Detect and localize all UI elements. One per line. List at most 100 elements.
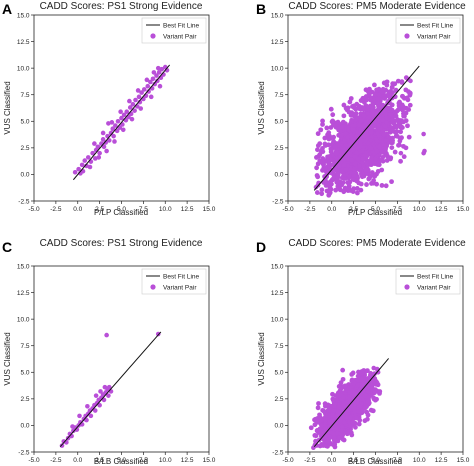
panel-d-cloud-point [327, 434, 333, 440]
panel-b-cloud-point [368, 146, 374, 152]
panel-c-xlabel: B/LB Classified [94, 457, 148, 466]
panel-b-cloud-point [329, 147, 334, 153]
panel-b-xtick-label: 7.5 [393, 206, 402, 213]
panel-b-cloud-point [401, 119, 406, 125]
panel-b-cloud-point [397, 123, 403, 129]
panel-a-data-point [154, 73, 159, 78]
panel-b-cloud-point [328, 106, 334, 112]
panel-b-best-fit-line [313, 65, 420, 191]
panel-label-d: D [256, 239, 266, 255]
panel-b-cloud-point [383, 111, 388, 116]
panel-c-xtick-label: 10.0 [159, 457, 172, 464]
panel-b-cloud-point [374, 138, 380, 144]
panel-a-ytick-label: 7.5 [20, 92, 29, 99]
panel-a-data-point [101, 144, 107, 150]
panel-b-cloud-point [374, 87, 379, 93]
panel-d-cloud-point [367, 372, 373, 378]
panel-b-cloud-point [375, 168, 381, 174]
panel-a-data-point [100, 137, 106, 142]
panel-b-cloud-point [396, 142, 401, 148]
panel-a-xtick-label: 5.0 [117, 206, 126, 213]
panel-b-cloud-point [364, 182, 369, 187]
panel-b-ytick-label: 10.0 [271, 65, 284, 72]
panel-a-data-point [106, 138, 112, 143]
panel-b-cloud-point [379, 89, 385, 95]
panel-b-cloud-point [389, 84, 395, 90]
legend-label-variant-pair: Variant Pair [163, 34, 197, 41]
panel-b-cloud-point [384, 158, 390, 163]
panel-d-cloud-point [359, 370, 365, 376]
panel-b-cloud-point [326, 160, 331, 166]
panel-a-data-point [148, 94, 154, 100]
panel-d-data-point [377, 389, 383, 394]
panel-b-cloud-point [398, 103, 404, 109]
panel-b-cloud-point [346, 127, 351, 132]
panel-b-cloud-point [327, 184, 333, 190]
panel-b-cloud-point [384, 82, 390, 88]
panel-b-cloud-point [388, 112, 394, 118]
panel-d-cloud-point [339, 428, 344, 433]
panel-b-cloud-point [375, 96, 381, 101]
panel-b-cloud-point [362, 138, 368, 144]
legend-box [141, 268, 207, 295]
panel-d-cloud-point [325, 438, 331, 444]
panel-c-legend: Best Fit Line Variant Pair [141, 268, 207, 295]
panel-b-cloud-point [361, 106, 367, 112]
panel-a-data-point [79, 162, 85, 168]
panel-b-cloud-point [315, 174, 321, 180]
legend-point-swatch [404, 284, 410, 290]
panel-b-ytick-label: 12.5 [271, 39, 284, 46]
panel-a-best-fit-line [72, 64, 171, 181]
panel-b-cloud-point [363, 127, 369, 133]
panel-a-ytick-label: 15.0 [17, 12, 30, 19]
panel-b-cloud-point [330, 112, 336, 118]
panel-b-cloud-point [342, 138, 347, 143]
panel-b-cloud-point [367, 175, 373, 180]
panel-b-cloud-point [348, 157, 354, 163]
panel-b-cloud-point [363, 167, 369, 173]
panel-a-data-point [87, 164, 93, 170]
panel-d-cloud-point [331, 435, 337, 440]
panel-b-cloud-point [339, 124, 345, 130]
panel-d-xtick-label: 10.0 [413, 457, 426, 464]
panel-d-cloud-point [321, 408, 327, 414]
panel-b-cloud-point [354, 174, 360, 180]
panel-b-cloud-point [397, 99, 402, 105]
panel-a-data-point [103, 140, 109, 145]
panel-d-xtick-label: 7.5 [393, 457, 402, 464]
panel-b-cloud-point [370, 117, 375, 123]
panel-a-data-point [121, 112, 127, 118]
panel-d-cloud-point [349, 378, 355, 384]
panel-b-cloud-point [383, 120, 389, 125]
legend-box [395, 268, 461, 295]
panel-b-data-point [404, 95, 410, 101]
panel-b-cloud-point [345, 105, 351, 111]
panel-b-cloud-point [356, 122, 362, 128]
panel-a-data-point [120, 127, 126, 133]
panel-c-ytick-label: -2.5 [18, 449, 30, 456]
panel-a-data-point [115, 118, 121, 124]
panel-d-cloud-point [346, 398, 352, 404]
panel-c-ytick-label: 5.0 [20, 370, 29, 377]
panel-c-data-point [70, 424, 75, 429]
panel-d-cloud-point [317, 443, 323, 449]
panel-a-data-point [148, 79, 153, 85]
panel-b-cloud-point [383, 138, 389, 143]
panel-a-data-point [119, 115, 124, 121]
panel-c-plot-area: -5.0 -2.5 0.0 2.5 5.0 7.5 10.0 12.5 15.0-2.50.02… [17, 263, 216, 464]
panel-b-cloud-point [397, 136, 403, 142]
panel-d-cloud-point [371, 396, 377, 402]
panel-c-data-point [97, 402, 102, 408]
panel-b-cloud-point [386, 93, 392, 99]
panel-b-cloud-point [366, 114, 372, 120]
panel-a-ytick-label: 10.0 [17, 65, 30, 72]
panel-b-cloud-point [366, 89, 371, 95]
panel-b-cloud-point [352, 161, 358, 167]
panel-b-ytick-label: 0.0 [274, 172, 283, 179]
panel-a-data-point [156, 70, 162, 75]
panel-d-cloud-point [364, 386, 370, 392]
panel-d-xtick-label: 2.5 [349, 457, 358, 464]
panel-b-cloud-point [352, 166, 357, 172]
panel-b-xtick-label: 12.5 [435, 206, 448, 213]
panel-c-ylabel: VUS Classified [3, 332, 12, 385]
